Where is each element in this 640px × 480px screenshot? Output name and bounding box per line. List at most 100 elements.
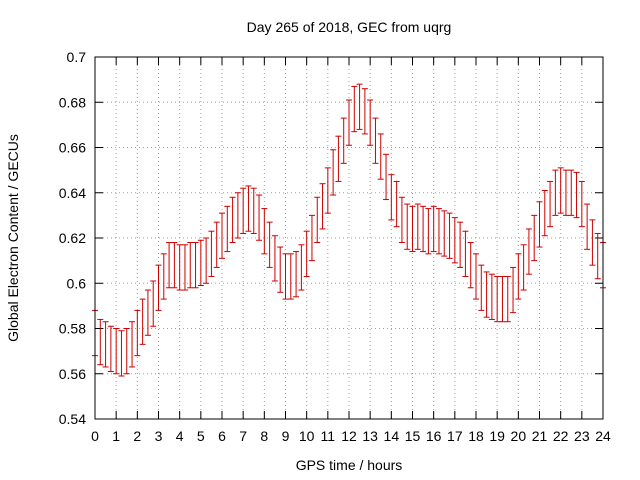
error-bar-point — [473, 253, 479, 300]
error-bar-point — [266, 221, 273, 268]
y-tick-label: 0.66 — [59, 140, 86, 156]
error-bar-point — [430, 205, 437, 253]
x-tick-label: 23 — [574, 428, 590, 444]
error-bar-point — [335, 135, 342, 182]
error-bar-point — [541, 189, 548, 237]
x-tick-label: 9 — [282, 428, 290, 444]
error-bar-point — [181, 244, 188, 291]
error-bar-point — [187, 242, 194, 289]
x-ticks: 0 1 2 3 4 5 6 7 8 9 10 11 12 13 14 15 16 17 18 19 20 21 22 23 24 — [91, 57, 611, 444]
error-bar-point — [562, 169, 569, 216]
plot-frame — [94, 56, 604, 420]
error-bar-point — [488, 273, 495, 320]
error-bar-point — [171, 242, 178, 289]
x-tick-label: 14 — [384, 428, 400, 444]
error-bar-point — [197, 239, 204, 287]
error-bar-point — [483, 271, 490, 318]
error-bar-point — [240, 187, 247, 234]
error-bar-point — [166, 242, 173, 289]
y-tick-label: 0.56 — [59, 366, 86, 382]
error-bar-point — [388, 174, 395, 221]
error-bar-point — [531, 214, 538, 262]
error-bars — [92, 83, 606, 377]
error-bar-point — [118, 330, 125, 377]
x-tick-label: 3 — [155, 428, 163, 444]
x-tick-label: 11 — [321, 428, 336, 444]
error-bar-point — [398, 196, 405, 244]
error-bar-point — [102, 321, 109, 368]
x-tick-label: 12 — [341, 428, 357, 444]
error-bar-point — [256, 194, 263, 241]
x-tick-label: 24 — [595, 428, 611, 444]
x-tick-label: 16 — [426, 428, 442, 444]
x-tick-label: 6 — [218, 428, 226, 444]
x-tick-label: 8 — [260, 428, 268, 444]
x-tick-label: 20 — [511, 428, 527, 444]
x-tick-label: 7 — [239, 428, 247, 444]
x-tick-label: 5 — [197, 428, 205, 444]
error-bar-point — [414, 203, 421, 250]
error-bar-point — [361, 88, 368, 135]
error-bar-point — [293, 251, 300, 298]
error-bar-point — [319, 183, 326, 230]
x-tick-label: 17 — [447, 428, 463, 444]
error-bar-point — [229, 196, 236, 244]
error-bar-point — [123, 328, 130, 375]
error-bar-point — [129, 321, 136, 368]
x-tick-label: 22 — [553, 428, 569, 444]
x-tick-label: 10 — [299, 428, 315, 444]
error-bar-point — [160, 253, 167, 300]
x-tick-label: 4 — [176, 428, 184, 444]
error-bar-point — [568, 169, 575, 216]
error-bar-point — [552, 169, 559, 216]
error-bar-point — [356, 83, 363, 130]
error-bar-point — [499, 275, 506, 323]
error-bar-point — [330, 149, 337, 196]
error-bar-point — [303, 230, 310, 277]
y-ticks: 0.54 0.56 0.58 0.6 0.62 0.64 0.66 0.68 0.7 — [59, 49, 603, 427]
error-bar-point — [520, 244, 527, 291]
error-bar-point — [346, 99, 352, 146]
error-bar-point — [308, 214, 315, 262]
error-bar-point — [277, 246, 284, 293]
error-bar-point — [504, 275, 511, 323]
error-bar-point — [139, 298, 146, 345]
error-bar-point — [219, 212, 225, 259]
error-bar-point — [213, 221, 220, 268]
error-bar-point — [287, 253, 294, 300]
error-bar-point — [245, 185, 252, 232]
x-axis-label: GPS time / hours — [296, 457, 403, 473]
chart-title: Day 265 of 2018, GEC from uqrg — [247, 19, 452, 35]
error-bar-point — [271, 235, 278, 282]
error-bar-point — [155, 264, 162, 311]
error-bar-point — [208, 230, 215, 277]
x-tick-label: 19 — [489, 428, 505, 444]
x-tick-label: 0 — [91, 428, 99, 444]
error-bar-point — [478, 264, 485, 311]
error-bar-point — [144, 289, 151, 336]
error-bar-point — [446, 212, 453, 259]
y-tick-label: 0.6 — [67, 275, 87, 291]
error-bar-point — [224, 205, 231, 253]
error-bar-point — [367, 99, 374, 146]
error-bar-point — [383, 153, 390, 201]
error-bar-point — [557, 167, 564, 214]
x-tick-label: 21 — [532, 428, 548, 444]
error-bar-point — [192, 242, 199, 289]
error-bar-point — [377, 133, 384, 180]
error-bar-point — [282, 253, 289, 300]
error-bar-point — [176, 244, 183, 291]
x-tick-label: 1 — [112, 428, 120, 444]
x-tick-label: 2 — [133, 428, 141, 444]
error-bar-point — [467, 242, 474, 289]
x-tick-label: 18 — [468, 428, 484, 444]
error-bar-point — [261, 208, 268, 255]
error-bar-point — [351, 85, 358, 133]
error-bar-point — [409, 205, 416, 253]
y-tick-label: 0.54 — [59, 411, 86, 427]
error-bar-point — [462, 230, 469, 277]
y-axis-label: Global Electron Content / GECUs — [5, 134, 21, 342]
error-bar-point — [510, 266, 517, 314]
error-bar-point — [97, 318, 104, 366]
